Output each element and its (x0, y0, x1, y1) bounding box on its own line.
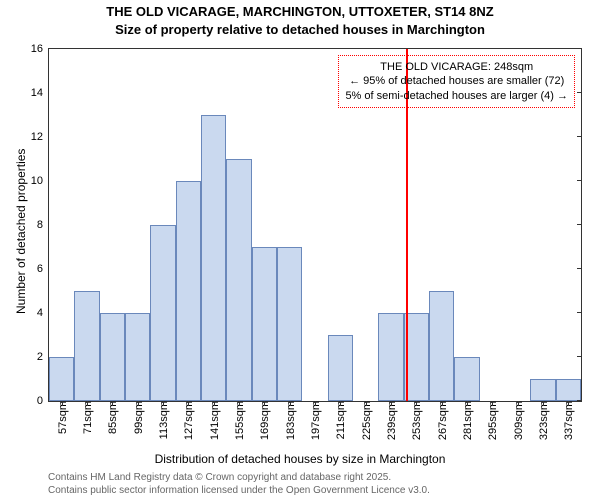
chart-title-line1: THE OLD VICARAGE, MARCHINGTON, UTTOXETER… (0, 4, 600, 19)
histogram-bar (252, 247, 277, 401)
chart-title-line2: Size of property relative to detached ho… (0, 22, 600, 37)
chart-container: THE OLD VICARAGE, MARCHINGTON, UTTOXETER… (0, 0, 600, 500)
y-tick-mark (577, 224, 582, 225)
histogram-bar (49, 357, 74, 401)
y-tick-mark (577, 136, 582, 137)
x-tick-mark (391, 401, 392, 406)
x-tick-label: 267sqm (435, 401, 449, 440)
x-tick-mark (214, 401, 215, 406)
attribution: Contains HM Land Registry data © Crown c… (48, 472, 430, 497)
x-tick-label: 309sqm (511, 401, 525, 440)
x-tick-label: 225sqm (359, 401, 373, 440)
histogram-bar (226, 159, 251, 401)
y-tick-label: 12 (31, 131, 49, 143)
x-tick-mark (315, 401, 316, 406)
y-tick-mark (577, 180, 582, 181)
x-tick-mark (366, 401, 367, 406)
histogram-bar (150, 225, 175, 401)
y-tick-label: 4 (37, 307, 49, 319)
x-tick-mark (188, 401, 189, 406)
y-tick-mark (577, 400, 582, 401)
x-tick-mark (416, 401, 417, 406)
x-tick-mark (239, 401, 240, 406)
y-tick-label: 8 (37, 219, 49, 231)
y-tick-label: 10 (31, 175, 49, 187)
y-tick-mark (577, 312, 582, 313)
x-tick-mark (340, 401, 341, 406)
y-tick-mark (577, 92, 582, 93)
histogram-bar (328, 335, 353, 401)
x-axis-label: Distribution of detached houses by size … (0, 452, 600, 466)
plot-area: THE OLD VICARAGE: 248sqm← 95% of detache… (48, 48, 582, 402)
x-tick-mark (543, 401, 544, 406)
histogram-bar (429, 291, 454, 401)
histogram-bar (454, 357, 479, 401)
histogram-bar (277, 247, 302, 401)
x-tick-label: 211sqm (333, 401, 347, 439)
y-tick-label: 6 (37, 263, 49, 275)
x-tick-mark (492, 401, 493, 406)
x-tick-mark (62, 401, 63, 406)
x-tick-mark (112, 401, 113, 406)
y-axis-label: Number of detached properties (14, 149, 28, 314)
y-tick-mark (577, 48, 582, 49)
attribution-line2: Contains public sector information licen… (48, 485, 430, 498)
x-tick-mark (138, 401, 139, 406)
annotation-line: ← 95% of detached houses are smaller (72… (345, 74, 568, 88)
histogram-bar (176, 181, 201, 401)
x-tick-mark (568, 401, 569, 406)
histogram-bar (125, 313, 150, 401)
x-tick-label: 239sqm (384, 401, 398, 440)
annotation-line: 5% of semi-detached houses are larger (4… (345, 89, 568, 103)
y-tick-mark (577, 356, 582, 357)
x-tick-mark (163, 401, 164, 406)
x-tick-mark (442, 401, 443, 406)
x-tick-mark (290, 401, 291, 406)
annotation-box: THE OLD VICARAGE: 248sqm← 95% of detache… (338, 55, 575, 108)
annotation-line: THE OLD VICARAGE: 248sqm (345, 60, 568, 74)
y-tick-mark (577, 268, 582, 269)
x-tick-label: 295sqm (485, 401, 499, 440)
histogram-bar (556, 379, 581, 401)
histogram-bar (74, 291, 99, 401)
x-tick-label: 155sqm (232, 401, 246, 440)
y-tick-label: 2 (37, 351, 49, 363)
x-tick-label: 281sqm (460, 401, 474, 440)
x-tick-label: 323sqm (536, 401, 550, 440)
x-tick-label: 197sqm (308, 401, 322, 440)
x-tick-label: 169sqm (257, 401, 271, 440)
histogram-bar (530, 379, 555, 401)
x-tick-mark (87, 401, 88, 406)
y-tick-label: 0 (37, 395, 49, 407)
histogram-bar (378, 313, 403, 401)
x-tick-label: 253sqm (409, 401, 423, 440)
attribution-line1: Contains HM Land Registry data © Crown c… (48, 472, 430, 485)
y-tick-label: 14 (31, 87, 49, 99)
x-tick-label: 183sqm (283, 401, 297, 440)
y-tick-label: 16 (31, 43, 49, 55)
x-tick-label: 113sqm (156, 401, 170, 439)
histogram-bar (100, 313, 125, 401)
x-tick-label: 127sqm (181, 401, 195, 440)
x-tick-mark (518, 401, 519, 406)
x-tick-label: 141sqm (207, 401, 221, 440)
histogram-bar (201, 115, 226, 401)
x-tick-mark (467, 401, 468, 406)
x-tick-mark (264, 401, 265, 406)
x-tick-label: 337sqm (561, 401, 575, 440)
